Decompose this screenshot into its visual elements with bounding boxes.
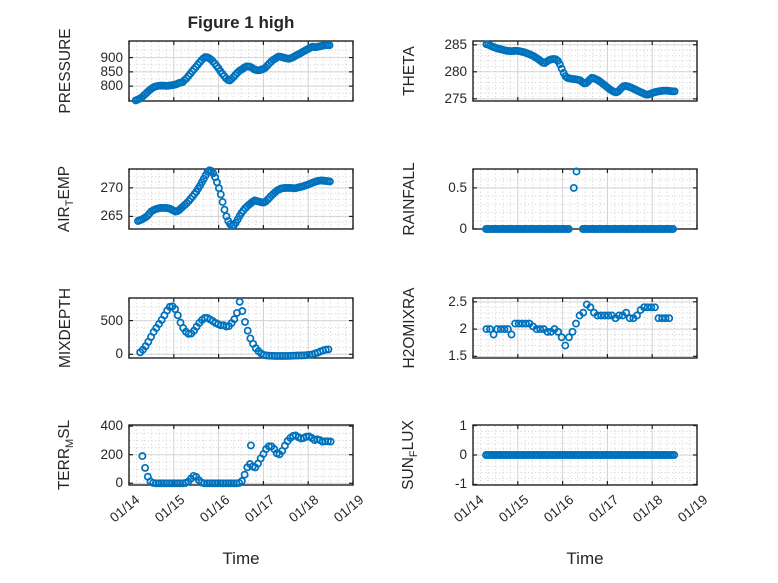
- subplot-pressure: [128, 40, 354, 105]
- series-markers-terr_msl: [138, 431, 335, 488]
- series-markers-h2omixra: [482, 300, 674, 350]
- series-markers-pressure: [131, 41, 334, 105]
- subplot-rainfall: [472, 167, 698, 233]
- ylabel-terr_msl: TERRMSL: [55, 419, 77, 491]
- subplot-air_temp: [128, 166, 354, 231]
- ylabel-rainfall: RAINFALL: [401, 162, 418, 236]
- major-grid-mixdepth: [129, 298, 353, 358]
- ytick-label-rainfall: 0.5: [448, 179, 467, 195]
- ytick-label-mixdepth: 500: [100, 312, 123, 328]
- series-markers-theta: [482, 40, 679, 99]
- series-markers-mixdepth: [136, 297, 333, 360]
- ylabel-pressure: PRESSURE: [57, 28, 74, 114]
- ytick-label-mixdepth: 0: [115, 346, 123, 362]
- ylabel-air_temp: AIRTEMP: [55, 165, 77, 233]
- series-markers-sun_flux: [482, 451, 679, 459]
- ytick-label-theta: 285: [444, 36, 467, 52]
- ylabel-theta: THETA: [401, 46, 418, 96]
- series-markers-air_temp: [134, 166, 334, 231]
- minor-grid-h2omixra: [474, 299, 696, 357]
- subplot-mixdepth: [128, 297, 354, 360]
- ytick-label-pressure: 800: [100, 78, 123, 94]
- ytick-label-terr_msl: 400: [100, 418, 123, 434]
- figure-title: Figure 1 high: [187, 13, 295, 32]
- subplot-theta: [472, 40, 698, 102]
- ytick-label-h2omixra: 2: [459, 321, 467, 337]
- ytick-label-theta: 275: [444, 90, 467, 106]
- ytick-label-air_temp: 265: [100, 208, 123, 224]
- ytick-label-pressure: 900: [100, 49, 123, 65]
- ytick-label-sun_flux: 0: [459, 447, 467, 462]
- series-markers-rainfall: [482, 167, 678, 233]
- minor-grid-rainfall: [474, 170, 696, 228]
- subplot-sun_flux: [472, 424, 698, 486]
- ytick-label-sun_flux: 1: [459, 417, 467, 433]
- major-grid-theta: [473, 41, 697, 101]
- x-axis-label-right: Time: [566, 549, 604, 568]
- ytick-label-pressure: 850: [100, 63, 123, 79]
- ylabel-mixdepth: MIXDEPTH: [57, 287, 74, 369]
- ytick-label-sun_flux: -1: [454, 476, 467, 492]
- ytick-label-air_temp: 270: [100, 179, 123, 195]
- ytick-label-h2omixra: 1.5: [448, 348, 467, 364]
- ytick-label-terr_msl: 200: [100, 446, 123, 462]
- ytick-label-theta: 280: [444, 63, 467, 79]
- subplot-terr_msl: [128, 424, 354, 488]
- subplot-h2omixra: [472, 297, 698, 359]
- ytick-label-terr_msl: 0: [115, 475, 123, 491]
- x-axis-label-left: Time: [222, 549, 260, 568]
- ytick-label-h2omixra: 2.5: [448, 293, 467, 309]
- ytick-label-rainfall: 0: [459, 221, 467, 236]
- ylabel-sun_flux: SUNFLUX: [399, 420, 421, 490]
- ylabel-h2omixra: H2OMIXRA: [401, 287, 418, 369]
- major-grid-rainfall: [473, 169, 697, 229]
